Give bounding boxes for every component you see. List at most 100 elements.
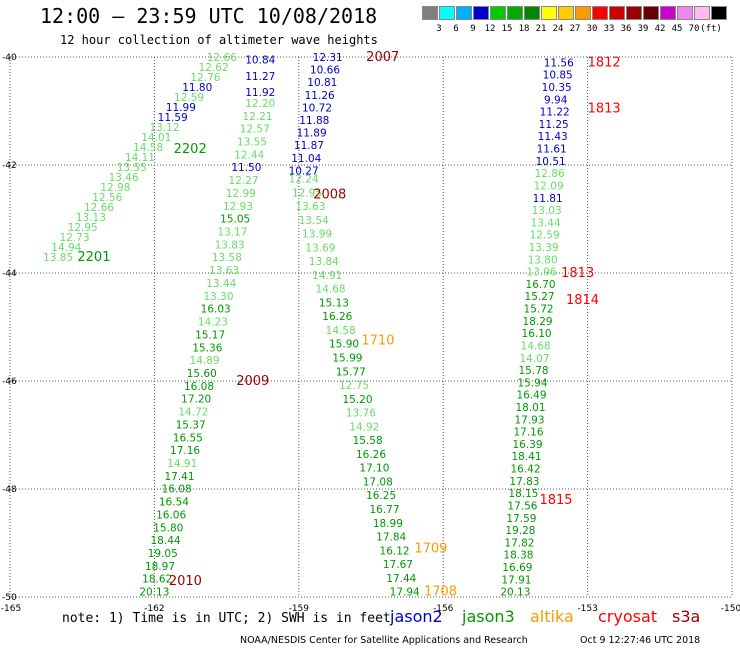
wave-height-value: 13.84 [309, 256, 339, 268]
wave-height-value: 15.27 [525, 291, 555, 303]
wave-height-value: 13.12 [149, 122, 179, 134]
wave-height-value: 18.01 [515, 402, 545, 414]
wave-height-value: 15.60 [187, 368, 217, 380]
wave-height-value: 17.83 [509, 476, 539, 488]
wave-height-value: 11.59 [158, 112, 188, 124]
wave-height-value: 19.05 [148, 548, 178, 560]
wave-height-value: 17.20 [181, 394, 211, 406]
x-tick-label: -150 [721, 604, 740, 614]
legend-s3a: s3a [672, 607, 701, 626]
legend-jason2: jason2 [390, 607, 443, 626]
wave-height-value: 15.78 [519, 365, 549, 377]
wave-height-value: 11.25 [539, 119, 569, 131]
color-scale-label: 15 [501, 24, 513, 34]
pass-number-label: 1812 [588, 55, 621, 70]
track-cryosat-1812-1815: 11.5610.8510.359.9411.2211.2511.4311.611… [500, 57, 574, 598]
wave-height-value: 20.13 [500, 587, 530, 599]
wave-height-value: 13.03 [532, 205, 562, 217]
wave-height-value: 10.84 [245, 55, 275, 67]
wave-height-value: 14.68 [521, 340, 551, 352]
legend-jason3: jason3 [462, 607, 515, 626]
color-swatch [524, 6, 540, 20]
axis-ticks: -165 -162 -159 -156 -153 -150 -40 -42 -44 -46 -48 -… [1, 53, 740, 614]
color-scale-label: 3 [436, 24, 442, 34]
wave-height-value: 19.28 [505, 525, 535, 537]
wave-height-value: 18.38 [503, 550, 533, 562]
wave-height-value: 15.80 [153, 522, 183, 534]
wave-height-value: 16.54 [159, 497, 189, 509]
wave-height-value: 13.80 [528, 254, 558, 266]
color-scale-label: 45 [671, 24, 683, 34]
wave-height-value: 16.06 [156, 509, 186, 521]
wave-height-value: 13.17 [217, 227, 247, 239]
color-scale-label: 24 [552, 24, 564, 34]
wave-height-value: 16.12 [380, 545, 410, 557]
wave-height-value: 16.08 [162, 484, 192, 496]
wave-height-value: 10.51 [536, 156, 566, 168]
color-swatch [439, 6, 455, 20]
wave-height-value: 12.99 [226, 188, 256, 200]
wave-height-value: 13.58 [212, 252, 242, 264]
pass-number-label: 1814 [566, 293, 599, 308]
wave-height-value: 14.91 [312, 270, 342, 282]
credit-footer: NOAA/NESDIS Center for Satellite Applica… [240, 635, 528, 646]
pass-labels: 2007 2202 2201 2008 1710 2009 2010 1709 1708 1812… [77, 50, 620, 600]
color-scale-label: 33 [603, 24, 615, 34]
wave-height-value: 16.55 [173, 432, 203, 444]
color-scale-label: 42 [654, 24, 666, 34]
wave-height-value: 16.77 [369, 504, 399, 516]
wave-height-value: 14.72 [178, 407, 208, 419]
wave-height-value: 17.16 [513, 427, 543, 439]
wave-height-value: 12.27 [229, 175, 259, 187]
color-scale-unit: (ft) [700, 24, 722, 34]
wave-height-value: 11.80 [182, 82, 212, 94]
pass-number-label: 2008 [313, 188, 346, 203]
wave-height-value: 14.94 [51, 242, 81, 254]
y-tick-label: -44 [2, 269, 17, 279]
pass-number-label: 2201 [77, 250, 110, 265]
wave-height-value: 15.20 [342, 394, 372, 406]
pass-number-label: 1709 [414, 541, 447, 556]
color-swatch [558, 6, 574, 20]
color-scale-label: 18 [518, 24, 530, 34]
wave-height-value: 12.59 [530, 230, 560, 242]
wave-height-value: 12.93 [223, 201, 253, 213]
color-swatch [507, 6, 523, 20]
wave-height-value: 17.10 [359, 463, 389, 475]
wave-height-value: 16.42 [510, 464, 540, 476]
wave-height-value: 15.05 [220, 214, 250, 226]
wave-height-value: 13.85 [43, 252, 73, 264]
pass-number-label: 1710 [361, 334, 394, 349]
color-scale-label: 21 [535, 24, 547, 34]
color-swatch [490, 6, 506, 20]
wave-height-value: 13.55 [117, 162, 147, 174]
pass-number-label: 1815 [539, 493, 572, 508]
wave-height-value: 13.44 [531, 217, 561, 229]
wave-height-value: 12.44 [234, 149, 264, 161]
wave-height-value: 11.27 [245, 71, 275, 83]
wave-height-value: 12.62 [199, 62, 229, 74]
wave-height-value: 12.56 [92, 192, 122, 204]
x-tick-label: -165 [1, 604, 21, 614]
wave-height-value: 17.16 [170, 445, 200, 457]
wave-height-value: 11.26 [305, 90, 335, 102]
wave-height-value: 14.68 [316, 284, 346, 296]
color-scale-label: 39 [637, 24, 649, 34]
wave-height-value: 15.36 [192, 342, 222, 354]
units-note: note: 1) Time is in UTC; 2) SWH is in fe… [62, 611, 391, 626]
pass-number-label: 2202 [174, 142, 207, 157]
y-tick-label: -48 [2, 485, 17, 495]
wave-height-value: 18.15 [508, 488, 538, 500]
color-swatch [711, 6, 727, 20]
wave-height-value: 12.66 [84, 202, 114, 214]
timestamp-footer: Oct 9 12:27:46 UTC 2018 [580, 635, 701, 646]
wave-height-value: 17.94 [390, 587, 420, 599]
color-swatch [422, 6, 438, 20]
lat-lon-grid [9, 56, 733, 598]
pass-number-label: 1708 [424, 585, 457, 600]
pass-number-label: 1813 [588, 101, 621, 116]
wave-height-value: 15.58 [353, 435, 383, 447]
wave-height-value: 13.69 [305, 242, 335, 254]
